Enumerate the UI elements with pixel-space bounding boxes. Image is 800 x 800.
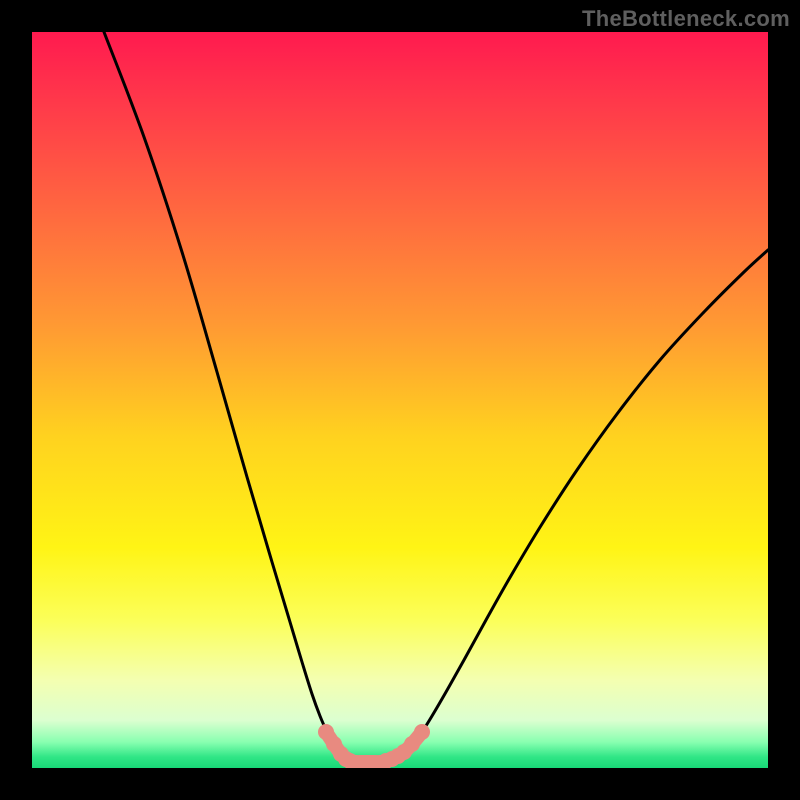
chart-frame: TheBottleneck.com bbox=[0, 0, 800, 800]
plot-area bbox=[32, 32, 768, 768]
plot-svg bbox=[32, 32, 768, 768]
trough-highlight-dot bbox=[414, 724, 430, 740]
gradient-background bbox=[32, 32, 768, 768]
watermark-text: TheBottleneck.com bbox=[582, 6, 790, 32]
